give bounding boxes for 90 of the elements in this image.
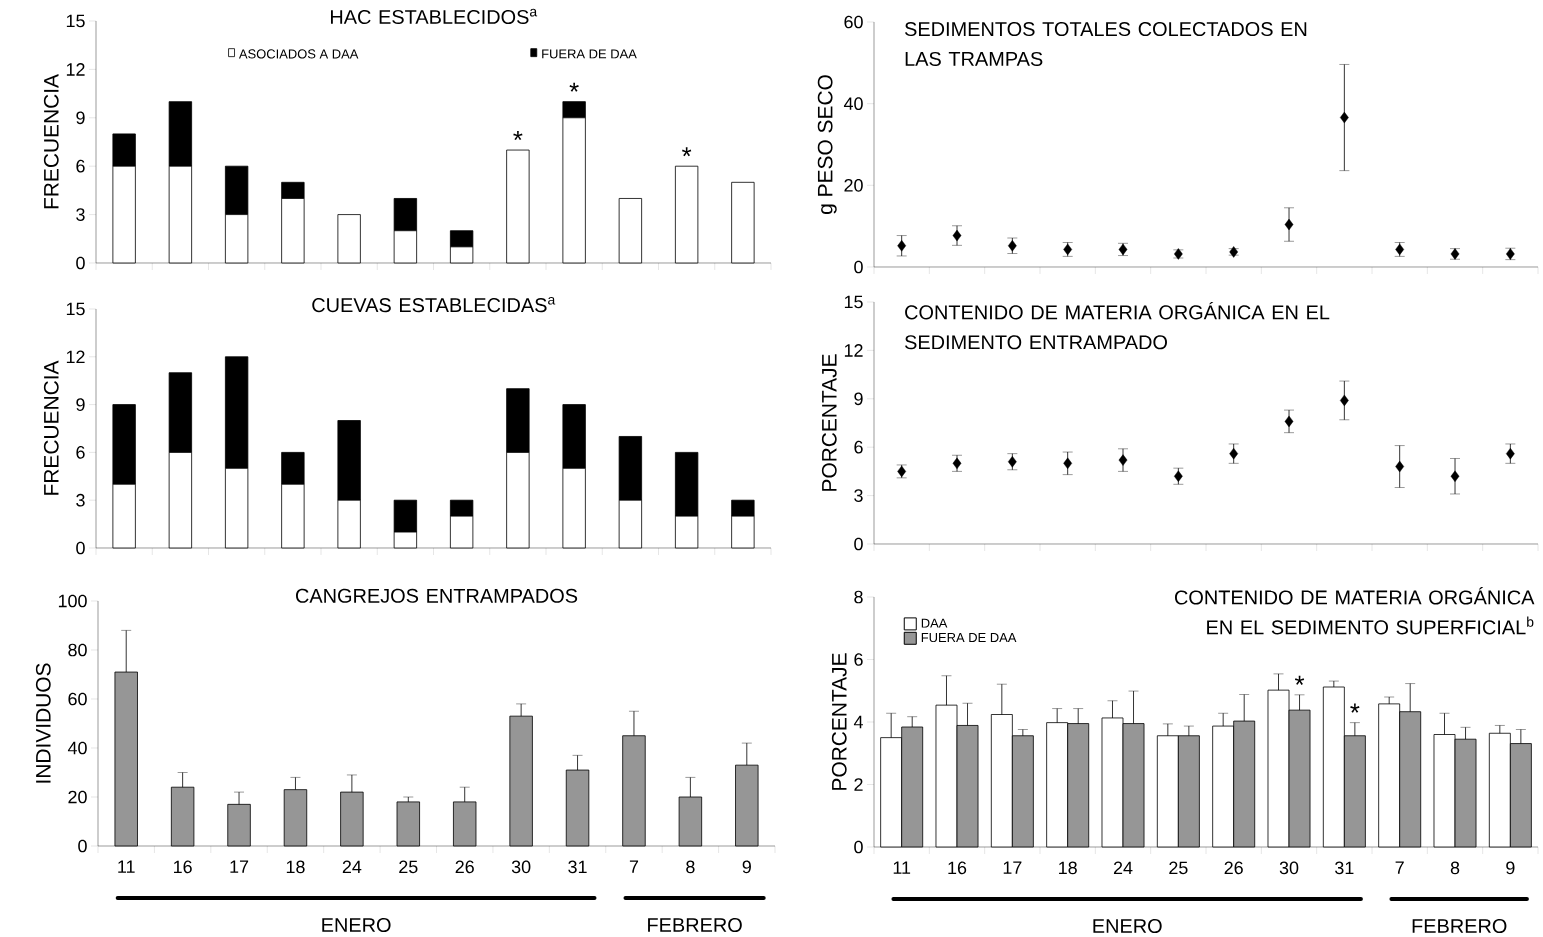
y-tick-label: 4 <box>853 715 863 729</box>
text: FEBRERO <box>648 917 742 933</box>
point <box>1395 460 1405 473</box>
legend-label: ASOCIADOS A DAA <box>238 49 359 59</box>
x-tick-label: 8 <box>686 860 695 874</box>
y-tick-label: 8 <box>854 590 863 604</box>
point <box>1284 415 1294 428</box>
y-tick-label: 9 <box>76 111 85 125</box>
x-tick-label: 30 <box>511 860 531 874</box>
y-tick-label: 0 <box>854 537 863 551</box>
x-tick-label: 24 <box>342 860 362 874</box>
y-tick-label: 15 <box>66 302 85 316</box>
x-tick-label: 25 <box>1169 861 1188 875</box>
legend-label: FUERA DE DAA <box>921 633 1017 643</box>
y-tick-label: 12 <box>844 344 863 357</box>
y-tick-label: 40 <box>67 741 87 755</box>
y-tick-label: 15 <box>66 14 85 28</box>
x-tick-label: 16 <box>174 860 192 874</box>
x-tick-label: 30 <box>1279 861 1299 875</box>
x-tick-label: 8 <box>1450 861 1460 875</box>
y-axis-title: INDIVIDUOS <box>35 663 51 783</box>
y-tick-label: 100 <box>58 594 87 608</box>
y-tick-label: 6 <box>854 440 863 454</box>
y-tick-label: 6 <box>854 653 863 666</box>
y-tick-label: 12 <box>66 63 85 76</box>
y-axis-title: g PESO SECO <box>817 75 837 214</box>
y-tick-label: 80 <box>68 643 87 657</box>
y-tick-label: 0 <box>854 260 863 274</box>
y-tick-label: 9 <box>76 398 85 411</box>
annotation: * <box>513 131 523 141</box>
x-tick-label: 17 <box>1003 861 1022 874</box>
y-tick-label: 60 <box>844 15 863 29</box>
chart-title: HAC ESTABLECIDOS$^{a}$ <box>331 8 538 25</box>
y-tick-label: 9 <box>854 392 863 406</box>
y-tick-label: 6 <box>76 159 85 173</box>
x-tick-label: 7 <box>1395 861 1404 874</box>
x-tick-label: 25 <box>399 860 418 874</box>
x-tick-label: 17 <box>230 860 249 873</box>
annotation: * <box>682 147 692 157</box>
annotation: * <box>1294 675 1305 685</box>
y-tick-label: 40 <box>843 97 863 111</box>
annotation: * <box>1350 703 1360 713</box>
y-tick-label: 2 <box>854 778 863 791</box>
y-tick-label: 6 <box>76 446 85 459</box>
x-tick-label: 18 <box>286 860 305 874</box>
y-tick-label: 0 <box>76 541 85 555</box>
x-tick-label: 9 <box>1506 861 1515 875</box>
x-tick-label: 26 <box>455 860 474 874</box>
x-tick-label: 18 <box>1059 861 1077 875</box>
chart-title: CANGREJOS ENTRAMPADOS <box>295 588 578 603</box>
legend-label: DAA <box>921 618 948 628</box>
y-tick-label: 20 <box>844 178 863 192</box>
y-axis-title: PORCENTAJE <box>821 354 837 491</box>
y-tick-label: 0 <box>76 256 85 270</box>
text: ENERO <box>322 917 391 933</box>
x-tick-label: 24 <box>1113 861 1133 875</box>
y-axis-title: FRECUENCIA <box>43 74 59 209</box>
x-tick-label: 11 <box>893 861 911 874</box>
point <box>952 229 962 242</box>
x-tick-label: 9 <box>742 860 751 874</box>
y-axis-title: FRECUENCIA <box>43 360 59 495</box>
y-tick-label: 0 <box>854 840 863 854</box>
y-axis-title: PORCENTAJE <box>831 653 847 790</box>
text: ENERO <box>1093 918 1162 934</box>
x-tick-label: 16 <box>948 861 967 875</box>
y-tick-label: 3 <box>76 493 85 507</box>
x-tick-label: 31 <box>1335 861 1354 875</box>
chart-title: CUEVAS ESTABLECIDAS$^{a}$ <box>312 296 556 313</box>
y-tick-label: 12 <box>66 350 85 364</box>
y-tick-label: 0 <box>78 839 87 853</box>
point <box>1229 447 1239 460</box>
y-tick-label: 15 <box>844 295 863 309</box>
text: SEDIMENTOS TOTALES COLECTADOS EN LAS TRAMPAS <box>904 21 1307 66</box>
point <box>1284 218 1294 231</box>
point <box>1450 470 1460 482</box>
annotation: * <box>569 82 579 92</box>
x-tick-label: 31 <box>568 860 587 874</box>
y-tick-label: 3 <box>854 489 863 502</box>
y-tick-label: 60 <box>68 692 87 706</box>
point <box>1118 454 1128 466</box>
point <box>897 240 906 252</box>
y-tick-label: 3 <box>76 208 85 221</box>
x-tick-label: 11 <box>118 860 135 873</box>
chart-title: CONTENIDO DE MATERIA ORGÁNICA EN EL SEDIMENTO SUPERFICIAL$^{b}$ <box>1174 587 1535 635</box>
text: CONTENIDO DE MATERIA ORGÁNICA EN EL SEDIMENTO ENTRAMPADO <box>904 301 1330 350</box>
legend-label: FUERA DE DAA <box>542 49 637 59</box>
x-tick-label: 26 <box>1224 861 1243 875</box>
x-tick-label: 7 <box>629 860 639 873</box>
text: FEBRERO <box>1412 918 1507 934</box>
y-tick-label: 20 <box>68 790 87 804</box>
